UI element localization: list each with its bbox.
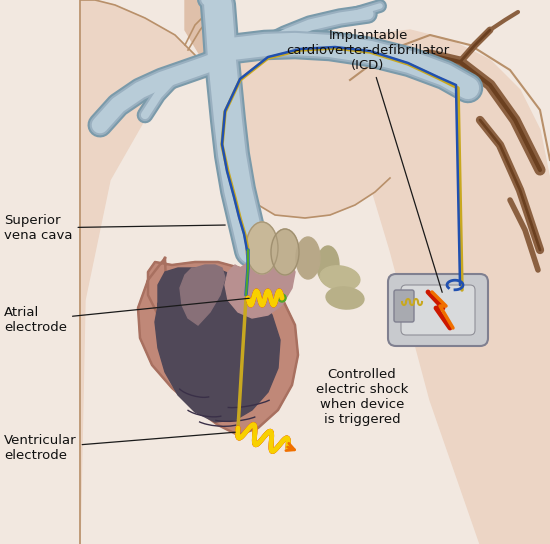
FancyBboxPatch shape [394,290,414,322]
Polygon shape [138,258,298,435]
Polygon shape [180,265,225,325]
Polygon shape [80,0,408,544]
Ellipse shape [278,294,286,302]
Ellipse shape [317,246,339,284]
FancyBboxPatch shape [388,274,488,346]
Ellipse shape [246,222,278,274]
Text: Controlled
electric shock
when device
is triggered: Controlled electric shock when device is… [316,368,408,426]
Text: Atrial
electrode: Atrial electrode [4,298,249,334]
Polygon shape [330,30,550,544]
Ellipse shape [296,237,320,279]
Ellipse shape [326,287,364,309]
Polygon shape [155,268,280,422]
Polygon shape [185,0,230,80]
Ellipse shape [271,229,299,275]
Ellipse shape [320,266,360,290]
Text: Ventricular
electrode: Ventricular electrode [4,432,235,462]
Polygon shape [225,258,295,318]
Text: Superior
vena cava: Superior vena cava [4,214,225,242]
Text: Implantable
cardioverter-defibrillator
(ICD): Implantable cardioverter-defibrillator (… [287,29,449,292]
FancyBboxPatch shape [401,285,475,335]
